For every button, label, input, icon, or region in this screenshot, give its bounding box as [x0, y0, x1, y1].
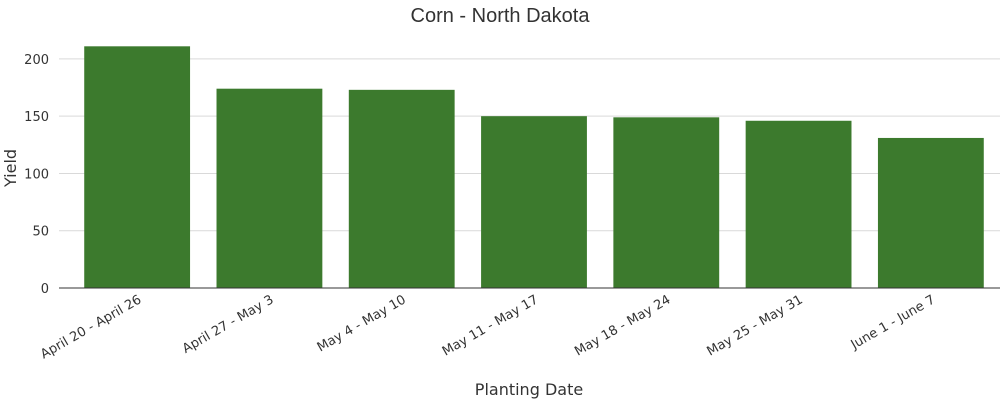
bar — [877, 137, 984, 288]
bar — [613, 117, 720, 288]
x-axis-title: Planting Date — [475, 380, 583, 399]
y-tick-label: 0 — [41, 282, 49, 297]
x-tick-label: April 27 - May 3 — [180, 292, 276, 356]
x-tick-label: May 18 - May 24 — [572, 292, 673, 359]
x-tick-label: May 11 - May 17 — [440, 292, 541, 359]
y-axis-title: Yield — [1, 149, 20, 188]
x-tick-label: April 20 - April 26 — [38, 292, 144, 362]
bar — [348, 89, 455, 288]
bar — [84, 46, 191, 289]
y-tick-label: 50 — [32, 225, 49, 240]
bars — [84, 46, 984, 289]
bar — [481, 116, 587, 288]
x-axis-ticks: April 20 - April 26 April 27 - May 3 May 4… — [38, 292, 938, 362]
y-axis-ticks: 0 50 100 150 200 — [24, 53, 49, 297]
x-tick-label: May 25 - May 31 — [704, 292, 805, 359]
x-tick-label: June 1 - June 7 — [848, 292, 938, 353]
chart-title: Corn - North Dakota — [411, 5, 591, 27]
y-tick-label: 200 — [24, 53, 49, 68]
y-tick-label: 100 — [24, 167, 49, 182]
x-tick-label: May 4 - May 10 — [315, 292, 409, 355]
bar — [745, 120, 852, 288]
y-tick-label: 150 — [24, 110, 49, 125]
bar — [216, 88, 323, 288]
